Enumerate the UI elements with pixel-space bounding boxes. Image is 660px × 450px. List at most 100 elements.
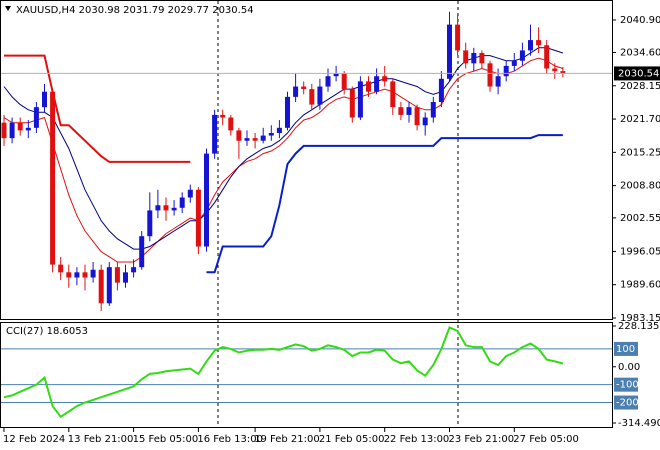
candle-body (544, 45, 550, 69)
candle-body (366, 81, 371, 92)
y-tick-label: 2015.25 (620, 147, 660, 158)
x-tick-label: 27 Feb 05:00 (513, 434, 579, 445)
candle-body (479, 52, 485, 64)
candle-body (463, 50, 469, 64)
candle-body (236, 130, 242, 141)
candle-body (139, 236, 145, 268)
candle-body (195, 189, 201, 247)
candle-body (422, 117, 428, 126)
candle-body (155, 205, 161, 211)
level-label: 100 (616, 344, 635, 355)
cci-line (3, 326, 564, 419)
level-label: -200 (616, 398, 639, 409)
candle-body (309, 89, 315, 105)
candle-body (398, 107, 404, 115)
y-tick-label: 2021.70 (620, 114, 660, 125)
candle-body (50, 91, 56, 265)
y-tick-label: 1989.60 (620, 280, 660, 291)
candle-body (317, 86, 323, 105)
price-label: 2030.54 (618, 68, 659, 79)
overlay-line (3, 57, 564, 263)
candle-body (171, 207, 177, 211)
overlay-line (4, 54, 191, 163)
candle-body (114, 267, 120, 283)
candle-body (147, 210, 153, 237)
x-tick-label: 12 Feb 2024 (3, 434, 65, 445)
candle-body (1, 122, 7, 139)
candle-body (106, 267, 112, 304)
candle-body (406, 107, 412, 115)
candle-body (260, 135, 266, 141)
level-label: -100 (616, 380, 639, 391)
candle-body (187, 189, 193, 198)
candle-body (228, 117, 234, 131)
candle-body (349, 89, 355, 118)
cci-title: CCI(27) 18.6053 (6, 326, 88, 337)
candle-body (455, 24, 461, 51)
x-tick-label: 23 Feb 21:00 (449, 434, 515, 445)
price-badge (614, 66, 660, 81)
candle-body (131, 267, 137, 273)
candle-body (341, 73, 347, 90)
y-tick-label: 0.00 (618, 362, 640, 373)
x-tick-label: 15 Feb 05:00 (133, 434, 199, 445)
candle-body (495, 76, 501, 87)
candle-body (276, 127, 282, 133)
candle-body (90, 269, 96, 278)
candle-body (333, 73, 339, 77)
candle-body (212, 114, 218, 154)
level-badge (614, 377, 638, 392)
y-tick-label: 228.1358 (618, 321, 660, 332)
candle-body (9, 122, 15, 139)
candle-body (163, 205, 169, 211)
candle-body (528, 40, 533, 51)
candle-body (447, 24, 452, 79)
x-tick-label: 21 Feb 05:00 (319, 434, 385, 445)
candle-body (503, 65, 509, 77)
candle-body (293, 86, 299, 97)
candle-body (82, 272, 88, 278)
level-badge (614, 395, 638, 410)
y-tick-label: 2034.60 (620, 47, 660, 58)
y-tick-label: 2028.15 (620, 81, 660, 92)
cci-frame (0, 322, 613, 428)
overlay-line (3, 47, 564, 250)
candle-body (487, 63, 493, 87)
chart-title: XAUUSD,H4 2030.98 2031.79 2029.77 2030.5… (16, 5, 254, 16)
candle-body (357, 81, 363, 118)
candle-body (204, 153, 209, 247)
candle-body (220, 114, 226, 118)
candle-body (285, 96, 290, 128)
candle-body (66, 272, 72, 278)
x-tick-label: 16 Feb 13:00 (197, 434, 263, 445)
candle-body (25, 127, 31, 131)
candle-body (252, 138, 258, 141)
candle-body (17, 122, 23, 131)
candle-body (374, 76, 380, 92)
candle-body (438, 78, 444, 103)
y-tick-label: 2040.90 (620, 15, 660, 26)
candle-body (325, 76, 331, 87)
candle-body (552, 68, 558, 72)
y-tick-label: 1983.15 (620, 313, 660, 324)
candle-body (42, 91, 47, 108)
candle-body (430, 102, 436, 118)
candle-body (244, 138, 250, 141)
x-tick-label: 13 Feb 21:00 (68, 434, 134, 445)
candle-body (382, 76, 388, 82)
candle-body (123, 272, 128, 283)
y-tick-label: -314.4902 (618, 418, 660, 429)
candle-body (471, 52, 477, 64)
overlay-line (206, 134, 563, 274)
x-tick-label: 19 Feb 21:00 (254, 434, 320, 445)
x-tick-label: 22 Feb 13:00 (384, 434, 450, 445)
candle-body (301, 86, 307, 90)
y-tick-label: 2008.80 (620, 181, 660, 192)
candle-body (268, 132, 274, 136)
candle-body (179, 197, 185, 208)
title-arrow (5, 6, 11, 11)
candle-body (536, 40, 542, 46)
candle-body (74, 272, 80, 278)
